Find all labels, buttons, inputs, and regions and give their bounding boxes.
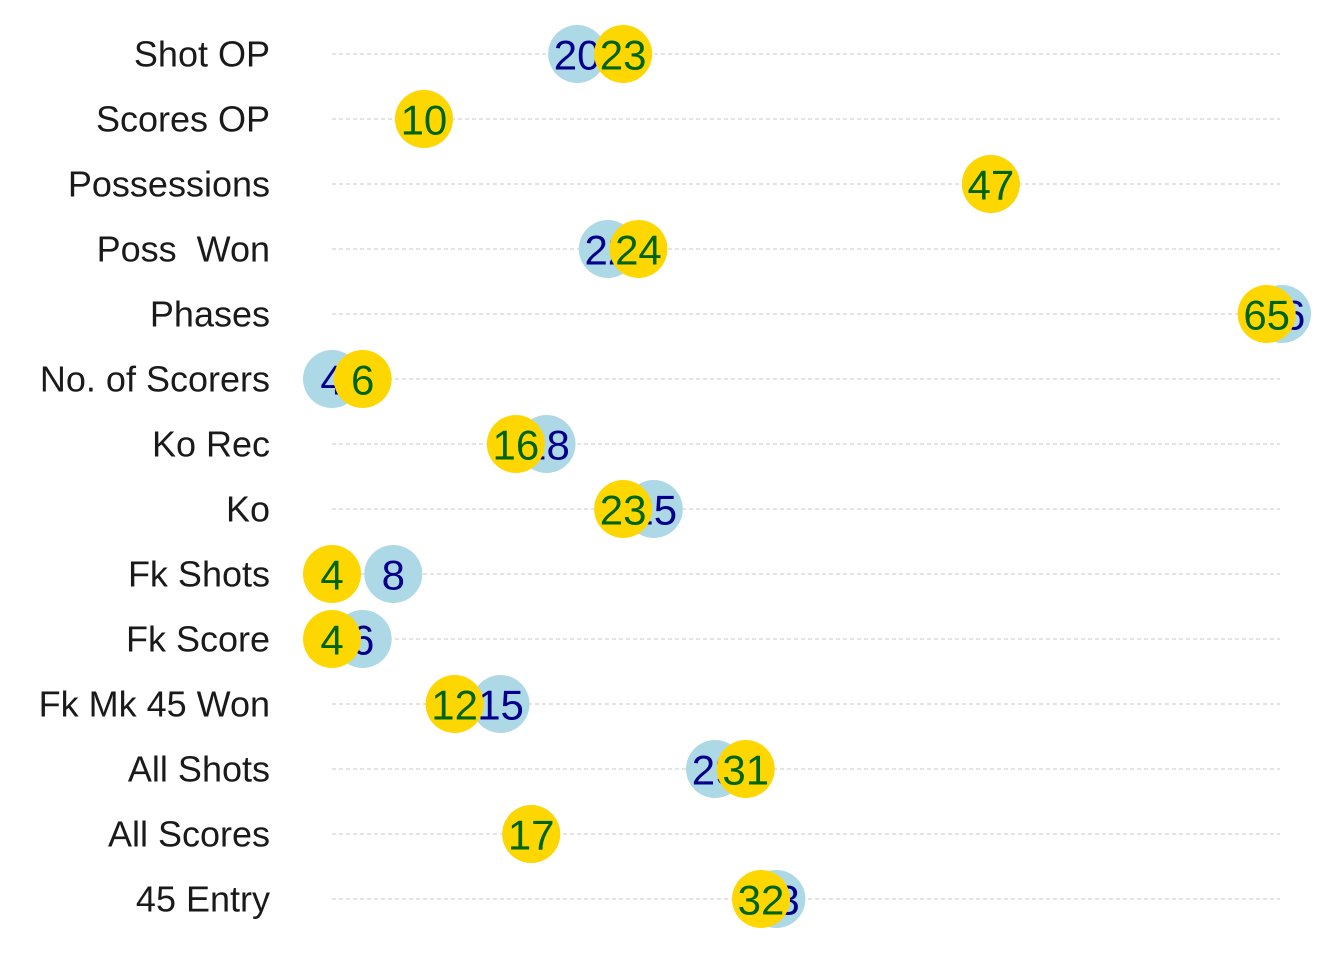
data-point-2 [303, 610, 361, 668]
data-label-2: 4 [320, 552, 343, 599]
data-points: 2010472266418258615291733231047246561623… [303, 25, 1311, 928]
category-label: Phases [150, 294, 270, 335]
data-label-2: 16 [493, 422, 540, 469]
category-label: All Shots [128, 749, 270, 790]
data-label-2: 47 [968, 162, 1015, 209]
data-label-1: 8 [382, 552, 405, 599]
data-point-1 [548, 25, 607, 83]
data-point-2 [502, 805, 561, 863]
category-label: Fk Score [126, 619, 270, 660]
data-label-2: 24 [615, 227, 662, 274]
data-label-2: 17 [508, 812, 555, 859]
data-label-2: 10 [401, 97, 448, 144]
data-label-2: 12 [431, 682, 478, 729]
data-point-2 [594, 480, 653, 538]
data-label-2: 4 [320, 617, 343, 664]
category-label: Poss Won [97, 229, 270, 270]
data-point-2 [333, 350, 392, 408]
data-label-2: 23 [600, 32, 647, 79]
category-label: All Scores [108, 814, 270, 855]
data-label-2: 6 [351, 357, 374, 404]
data-point-1 [471, 675, 530, 733]
category-labels: Shot OP Scores OP Possessions Poss Won Phase… [39, 34, 270, 920]
data-point-1 [364, 545, 423, 603]
category-label: Shot OP [134, 34, 270, 75]
data-point-2 [732, 870, 791, 928]
data-point-2 [961, 155, 1020, 213]
category-label: Fk Shots [128, 554, 270, 595]
gridlines [332, 53, 1280, 900]
data-point-2 [1237, 285, 1296, 343]
category-label: Scores OP [96, 99, 270, 140]
data-label-1: 15 [477, 682, 524, 729]
data-point-2 [425, 675, 484, 733]
data-point-2 [716, 740, 775, 798]
data-point-2 [594, 25, 653, 83]
data-point-2 [394, 90, 453, 148]
data-label-2: 32 [738, 877, 785, 924]
category-label: Possessions [68, 164, 270, 205]
data-point-2 [486, 415, 545, 473]
category-label: No. of Scorers [40, 359, 270, 400]
category-label: Ko [226, 489, 270, 530]
category-label: 45 Entry [136, 879, 270, 920]
data-point-2 [609, 220, 668, 278]
data-label-1: 20 [554, 32, 601, 79]
data-point-2 [303, 545, 361, 603]
category-label: Ko Rec [152, 424, 270, 465]
data-label-2: 31 [722, 747, 769, 794]
data-label-2: 65 [1243, 292, 1290, 339]
data-label-2: 23 [600, 487, 647, 534]
category-label: Fk Mk 45 Won [39, 684, 270, 725]
